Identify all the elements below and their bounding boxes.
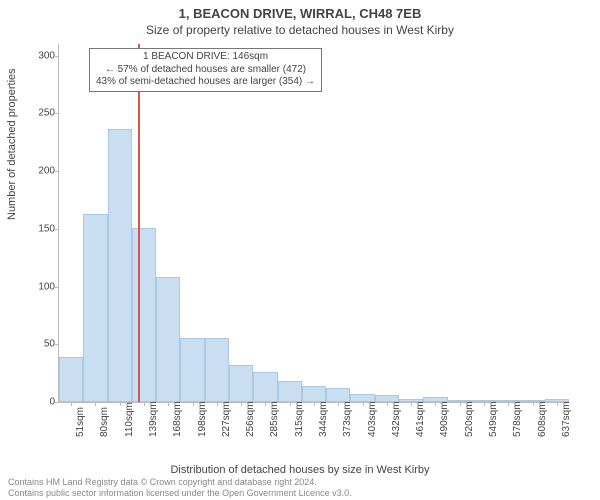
y-tick-label: 0 (25, 397, 55, 408)
x-tick-label: 344sqm (318, 401, 329, 437)
x-tick-label: 432sqm (391, 401, 402, 437)
x-axis-label: Distribution of detached houses by size … (0, 464, 600, 476)
x-tick-label: 637sqm (561, 401, 572, 437)
x-tick-label: 256sqm (245, 401, 256, 437)
property-marker-line (138, 44, 140, 402)
y-tick-label: 300 (25, 50, 55, 61)
histogram-bar (205, 338, 229, 402)
x-tick-label: 139sqm (148, 401, 159, 437)
x-tick-label: 168sqm (172, 401, 183, 437)
histogram-bar (253, 372, 277, 402)
y-tick-label: 200 (25, 166, 55, 177)
x-tick-label: 608sqm (537, 401, 548, 437)
histogram-bar (108, 129, 132, 402)
x-tick-label: 461sqm (415, 401, 426, 437)
y-axis-label: Number of detached properties (6, 68, 18, 220)
title-address: 1, BEACON DRIVE, WIRRAL, CH48 7EB (0, 6, 600, 21)
y-tick-label: 50 (25, 339, 55, 350)
x-tick-label: 80sqm (99, 407, 110, 437)
y-tick-label: 250 (25, 108, 55, 119)
histogram-bar (132, 228, 156, 402)
annotation-line-2: ← 57% of detached houses are smaller (47… (96, 64, 315, 77)
histogram-bar (156, 277, 180, 402)
x-tick-label: 227sqm (221, 401, 232, 437)
footer-line-1: Contains HM Land Registry data © Crown c… (8, 477, 352, 487)
histogram-bar (278, 381, 302, 402)
y-tick-label: 100 (25, 281, 55, 292)
histogram-bar (326, 388, 350, 402)
annotation-line-1: 1 BEACON DRIVE: 146sqm (96, 51, 315, 64)
histogram-bar (59, 357, 83, 402)
bar-group (59, 44, 569, 402)
histogram-bar (83, 214, 107, 402)
footer-attribution: Contains HM Land Registry data © Crown c… (8, 477, 352, 498)
chart-container: 1, BEACON DRIVE, WIRRAL, CH48 7EB Size o… (0, 0, 600, 500)
x-tick-label: 198sqm (197, 401, 208, 437)
x-tick-label: 51sqm (75, 407, 86, 437)
x-tick-label: 520sqm (464, 401, 475, 437)
plot-area: 1 BEACON DRIVE: 146sqm ← 57% of detached… (58, 44, 569, 403)
histogram-bar (180, 338, 204, 402)
x-tick-label: 490sqm (439, 401, 450, 437)
histogram-bar (229, 365, 253, 402)
y-tick-label: 150 (25, 223, 55, 234)
title-block: 1, BEACON DRIVE, WIRRAL, CH48 7EB Size o… (0, 0, 600, 37)
annotation-box: 1 BEACON DRIVE: 146sqm ← 57% of detached… (89, 48, 322, 92)
x-tick-label: 285sqm (269, 401, 280, 437)
title-subtitle: Size of property relative to detached ho… (0, 23, 600, 37)
x-tick-label: 549sqm (488, 401, 499, 437)
x-tick-label: 403sqm (367, 401, 378, 437)
histogram-bar (302, 386, 326, 402)
annotation-line-3: 43% of semi-detached houses are larger (… (96, 76, 315, 89)
x-tick-label: 110sqm (124, 402, 135, 437)
x-tick-label: 578sqm (512, 401, 523, 437)
x-tick-label: 373sqm (342, 401, 353, 437)
x-tick-label: 315sqm (294, 401, 305, 437)
footer-line-2: Contains public sector information licen… (8, 488, 352, 498)
